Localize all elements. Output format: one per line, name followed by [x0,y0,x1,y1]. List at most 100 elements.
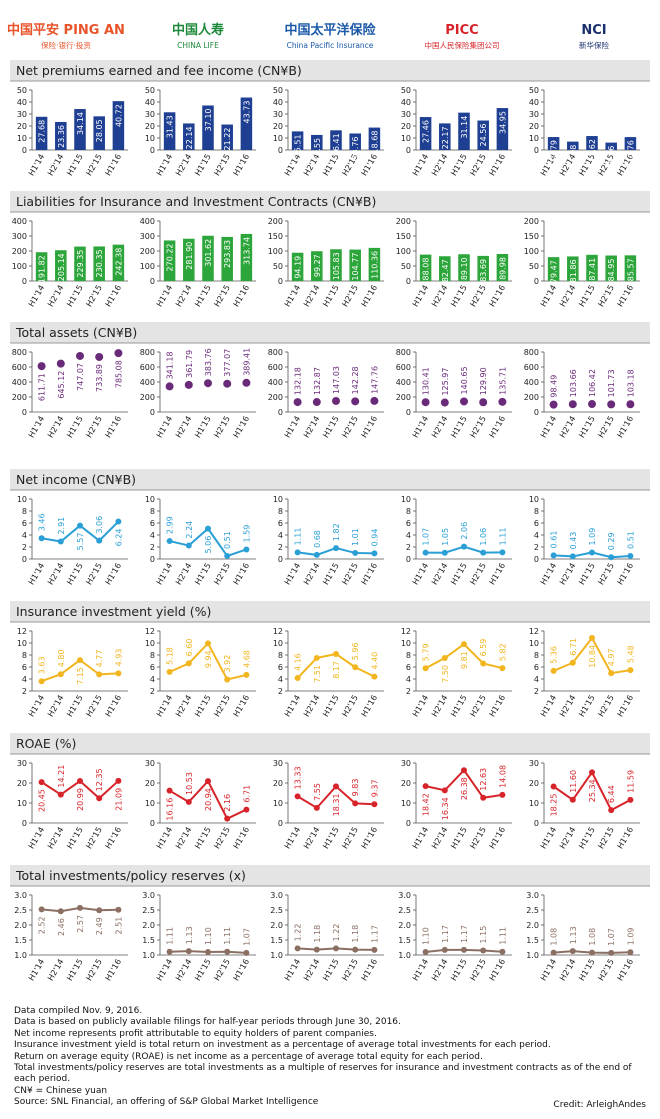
value-label: 1.11 [294,528,303,546]
value-label: 1.11 [498,927,507,945]
x-tick-label: H1'16 [232,284,252,309]
x-tick-label: H1'14 [27,826,47,851]
value-label: 5.82 [498,643,507,661]
logo-tagline: 中国人民保险集团公司 [425,40,500,50]
value-label: 3.92 [223,655,232,673]
point [204,379,212,388]
value-label: 3.46 [38,513,47,531]
point [480,794,487,801]
value-label: 27.46 [422,120,431,143]
value-label: 1.05 [441,528,450,546]
y-tick-label: 8 [406,651,411,660]
value-label: 81.86 [569,259,578,282]
point [589,549,595,556]
x-tick-label: H1'15 [321,562,341,587]
value-label: 5.57 [76,533,85,551]
x-tick-label: H1'14 [411,562,431,587]
x-tick-label: H2'14 [430,562,450,587]
point [352,800,359,807]
y-tick-label: 2.5 [142,906,155,915]
value-label: 31.43 [166,115,175,138]
point [568,400,577,409]
point [57,908,64,915]
value-label: 383.76 [204,348,213,376]
bar [496,108,509,150]
x-tick-label: H2'15 [84,694,104,719]
y-tick-label: 30 [273,759,283,768]
point [333,545,339,552]
bar [55,250,67,281]
point [37,362,46,371]
value-label: 0.51 [223,531,232,549]
note: Insurance investment yield is total retu… [14,1040,551,1051]
y-tick-label: 0 [22,555,27,564]
logo-tagline: 保险·银行·投资 [41,40,91,50]
value-label: 18.25 [550,794,559,817]
point [421,398,430,407]
bar [240,97,253,150]
x-tick-label: H1'16 [232,958,252,983]
point [185,660,192,667]
x-tick-label: H1'14 [411,958,431,983]
x-tick-label: H2'15 [212,153,232,178]
value-label: 4.77 [95,650,104,668]
y-tick-label: 8 [150,651,155,660]
y-tick-label: 800 [140,348,155,357]
point [479,398,488,407]
x-tick-label: H2'14 [558,284,578,309]
y-tick-label: 800 [268,348,283,357]
y-tick-label: 0 [278,277,283,286]
x-tick-label: H1'14 [27,694,47,719]
y-tick-label: 200 [524,393,539,402]
point [166,787,173,794]
y-tick-label: 30 [17,759,27,768]
value-label: 2.24 [185,521,194,539]
y-tick-label: 2 [406,543,411,552]
value-label: 18.31 [332,793,341,816]
x-tick-label: H2'14 [174,958,194,983]
value-label: 9.83 [351,779,360,797]
value-label: 645.12 [57,371,66,399]
x-tick-label: H2'14 [430,415,450,440]
bar [291,131,304,150]
x-tick-label: H1'14 [283,562,303,587]
value-label: 1.11 [166,927,175,945]
value-label: 313.74 [242,237,251,265]
x-tick-label: H1'15 [321,958,341,983]
y-tick-label: 10 [529,495,539,504]
source: Source: SNL Financial, an offering of S&… [14,1097,319,1108]
bar [35,116,48,150]
y-tick-label: 50 [17,86,27,95]
bar [547,137,560,150]
bar [93,246,105,281]
y-tick-label: 1.5 [270,936,283,945]
y-tick-label: 200 [396,217,411,226]
point [441,549,448,556]
x-tick-label: H2'15 [468,826,488,851]
point [461,641,467,648]
bar [202,235,214,281]
y-tick-label: 3.0 [526,891,539,900]
point [115,777,122,784]
value-label: 94.19 [294,256,303,279]
x-tick-label: H2'14 [558,415,578,440]
y-tick-label: 200 [140,247,155,256]
x-tick-label: H1'16 [616,826,636,851]
y-tick-label: 50 [145,86,155,95]
value-label: 106.42 [588,369,597,397]
value-label: 83.69 [479,259,488,282]
point [96,795,103,802]
bar [624,137,637,150]
bar [183,238,195,281]
x-tick-label: H1'15 [449,958,469,983]
y-tick-label: 800 [524,348,539,357]
x-tick-label: H1'15 [577,958,597,983]
bar [163,240,176,281]
x-tick-label: H1'15 [65,958,85,983]
x-tick-label: H1'15 [193,562,213,587]
y-tick-label: 10 [145,495,155,504]
value-label: 7.51 [313,665,322,683]
x-tick-label: H2'15 [84,153,104,178]
point [588,400,596,409]
point [422,949,429,955]
